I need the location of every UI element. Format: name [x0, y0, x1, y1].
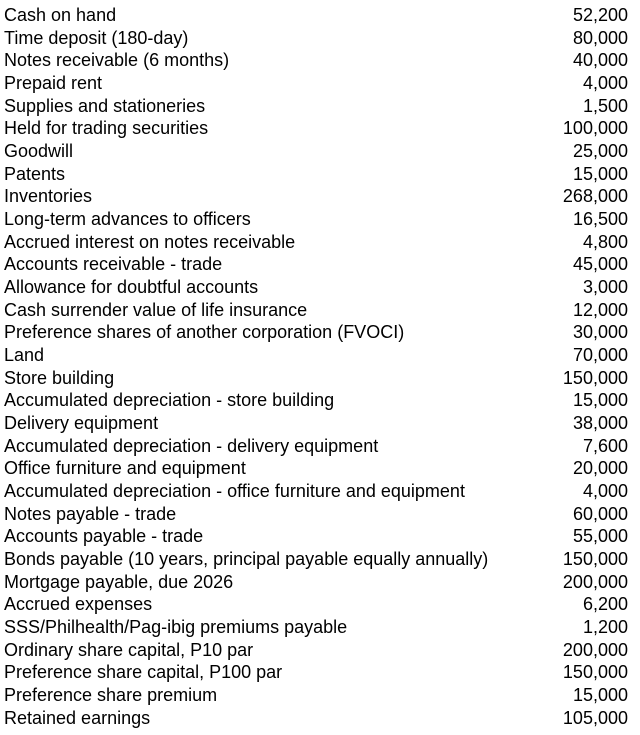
- row-label: Office furniture and equipment: [4, 457, 526, 480]
- row-value: 1,500: [526, 95, 628, 118]
- row-label: Notes receivable (6 months): [4, 49, 526, 72]
- row-label: Supplies and stationeries: [4, 95, 526, 118]
- row-label: Time deposit (180-day): [4, 27, 526, 50]
- table-row: Bonds payable (10 years, principal payab…: [4, 548, 628, 571]
- row-value: 150,000: [526, 661, 628, 684]
- table-row: Held for trading securities100,000: [4, 117, 628, 140]
- table-row: Retained earnings105,000: [4, 707, 628, 730]
- row-value: 6,200: [526, 593, 628, 616]
- row-label: Bonds payable (10 years, principal payab…: [4, 548, 526, 571]
- table-row: Store building150,000: [4, 367, 628, 390]
- table-row: Accrued interest on notes receivable4,80…: [4, 231, 628, 254]
- row-value: 268,000: [526, 185, 628, 208]
- table-row: Accumulated depreciation - store buildin…: [4, 389, 628, 412]
- row-value: 100,000: [526, 117, 628, 140]
- row-value: 60,000: [526, 503, 628, 526]
- row-value: 4,000: [526, 72, 628, 95]
- row-label: Accounts payable - trade: [4, 525, 526, 548]
- row-value: 52,200: [526, 4, 628, 27]
- row-label: Cash on hand: [4, 4, 526, 27]
- row-label: Goodwill: [4, 140, 526, 163]
- table-row: Cash surrender value of life insurance12…: [4, 299, 628, 322]
- table-row: Cash on hand52,200: [4, 4, 628, 27]
- table-row: Delivery equipment38,000: [4, 412, 628, 435]
- row-value: 38,000: [526, 412, 628, 435]
- row-value: 30,000: [526, 321, 628, 344]
- row-label: Held for trading securities: [4, 117, 526, 140]
- row-value: 200,000: [526, 571, 628, 594]
- row-value: 150,000: [526, 367, 628, 390]
- row-label: Accumulated depreciation - delivery equi…: [4, 435, 526, 458]
- table-row: Land70,000: [4, 344, 628, 367]
- row-value: 200,000: [526, 639, 628, 662]
- row-label: Preference shares of another corporation…: [4, 321, 526, 344]
- row-value: 40,000: [526, 49, 628, 72]
- table-row: Accounts receivable - trade45,000: [4, 253, 628, 276]
- row-label: Accrued expenses: [4, 593, 526, 616]
- row-label: Accounts receivable - trade: [4, 253, 526, 276]
- row-value: 80,000: [526, 27, 628, 50]
- row-label: Land: [4, 344, 526, 367]
- row-value: 15,000: [526, 163, 628, 186]
- row-value: 20,000: [526, 457, 628, 480]
- table-row: Notes payable - trade60,000: [4, 503, 628, 526]
- row-value: 55,000: [526, 525, 628, 548]
- table-row: Accumulated depreciation - delivery equi…: [4, 435, 628, 458]
- table-row: Allowance for doubtful accounts3,000: [4, 276, 628, 299]
- table-row: Accounts payable - trade55,000: [4, 525, 628, 548]
- table-row: Supplies and stationeries1,500: [4, 95, 628, 118]
- row-value: 15,000: [526, 389, 628, 412]
- row-label: SSS/Philhealth/Pag-ibig premiums payable: [4, 616, 526, 639]
- row-label: Accrued interest on notes receivable: [4, 231, 526, 254]
- table-row: Office furniture and equipment20,000: [4, 457, 628, 480]
- row-label: Preference share premium: [4, 684, 526, 707]
- table-row: Prepaid rent4,000: [4, 72, 628, 95]
- table-row: Goodwill25,000: [4, 140, 628, 163]
- table-row: Preference share premium15,000: [4, 684, 628, 707]
- table-row: SSS/Philhealth/Pag-ibig premiums payable…: [4, 616, 628, 639]
- row-label: Delivery equipment: [4, 412, 526, 435]
- row-value: 70,000: [526, 344, 628, 367]
- row-label: Mortgage payable, due 2026: [4, 571, 526, 594]
- row-value: 3,000: [526, 276, 628, 299]
- row-value: 25,000: [526, 140, 628, 163]
- row-label: Patents: [4, 163, 526, 186]
- row-label: Ordinary share capital, P10 par: [4, 639, 526, 662]
- balance-sheet-table: Cash on hand52,200Time deposit (180-day)…: [0, 0, 640, 734]
- row-label: Preference share capital, P100 par: [4, 661, 526, 684]
- row-value: 4,000: [526, 480, 628, 503]
- table-row: Accumulated depreciation - office furnit…: [4, 480, 628, 503]
- row-value: 16,500: [526, 208, 628, 231]
- row-value: 4,800: [526, 231, 628, 254]
- row-label: Prepaid rent: [4, 72, 526, 95]
- table-row: Preference share capital, P100 par150,00…: [4, 661, 628, 684]
- row-label: Store building: [4, 367, 526, 390]
- row-label: Accumulated depreciation - office furnit…: [4, 480, 526, 503]
- row-value: 45,000: [526, 253, 628, 276]
- table-row: Long-term advances to officers16,500: [4, 208, 628, 231]
- row-label: Retained earnings: [4, 707, 526, 730]
- table-row: Notes receivable (6 months)40,000: [4, 49, 628, 72]
- row-value: 105,000: [526, 707, 628, 730]
- row-label: Accumulated depreciation - store buildin…: [4, 389, 526, 412]
- row-value: 1,200: [526, 616, 628, 639]
- row-value: 150,000: [526, 548, 628, 571]
- table-row: Time deposit (180-day)80,000: [4, 27, 628, 50]
- row-value: 12,000: [526, 299, 628, 322]
- table-row: Ordinary share capital, P10 par200,000: [4, 639, 628, 662]
- row-value: 7,600: [526, 435, 628, 458]
- row-label: Long-term advances to officers: [4, 208, 526, 231]
- table-row: Mortgage payable, due 2026200,000: [4, 571, 628, 594]
- row-label: Notes payable - trade: [4, 503, 526, 526]
- row-label: Cash surrender value of life insurance: [4, 299, 526, 322]
- table-row: Patents15,000: [4, 163, 628, 186]
- row-value: 15,000: [526, 684, 628, 707]
- row-label: Inventories: [4, 185, 526, 208]
- table-row: Preference shares of another corporation…: [4, 321, 628, 344]
- table-row: Inventories268,000: [4, 185, 628, 208]
- table-row: Accrued expenses6,200: [4, 593, 628, 616]
- row-label: Allowance for doubtful accounts: [4, 276, 526, 299]
